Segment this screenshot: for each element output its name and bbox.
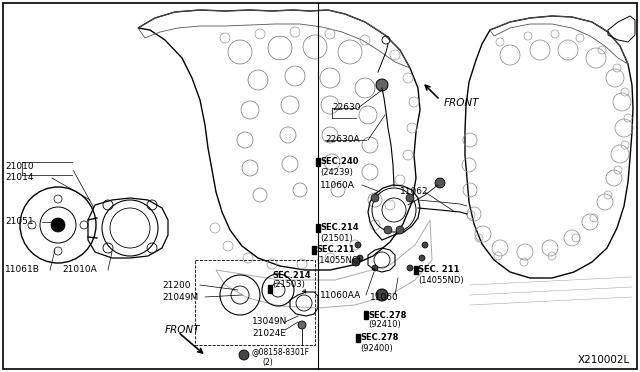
Bar <box>316 224 320 232</box>
Bar <box>268 285 272 293</box>
Text: 22630A: 22630A <box>325 135 360 144</box>
Text: 21049M: 21049M <box>162 292 198 301</box>
Circle shape <box>422 242 428 248</box>
Text: SEC.211: SEC.211 <box>316 246 355 254</box>
Circle shape <box>239 350 249 360</box>
Text: (21503): (21503) <box>272 280 305 289</box>
Text: (21501): (21501) <box>320 234 353 243</box>
Bar <box>364 311 368 319</box>
Circle shape <box>406 194 414 202</box>
Text: 13049N: 13049N <box>252 317 287 327</box>
Bar <box>195 260 315 345</box>
Circle shape <box>357 255 363 261</box>
Bar <box>356 334 360 342</box>
Circle shape <box>371 194 379 202</box>
Circle shape <box>51 218 65 232</box>
Text: 21024E: 21024E <box>252 330 286 339</box>
Bar <box>414 266 418 274</box>
Text: 11062: 11062 <box>400 187 429 196</box>
Text: (92410): (92410) <box>368 321 401 330</box>
Circle shape <box>298 321 306 329</box>
Text: 21010A: 21010A <box>62 266 97 275</box>
Circle shape <box>376 79 388 91</box>
Circle shape <box>419 255 425 261</box>
Text: 21010: 21010 <box>5 162 34 171</box>
Text: SEC. 211: SEC. 211 <box>418 266 460 275</box>
Text: (2): (2) <box>262 357 273 366</box>
Text: @08158-8301F: @08158-8301F <box>252 347 310 356</box>
Text: SEC.278: SEC.278 <box>368 311 406 320</box>
Circle shape <box>352 258 360 266</box>
Text: 21014: 21014 <box>5 173 33 183</box>
Text: 11060A: 11060A <box>320 180 355 189</box>
Text: SEC.278: SEC.278 <box>360 334 398 343</box>
Circle shape <box>376 289 388 301</box>
Circle shape <box>396 226 404 234</box>
Circle shape <box>384 226 392 234</box>
Bar <box>312 246 316 254</box>
Text: 21200: 21200 <box>162 280 191 289</box>
Circle shape <box>407 265 413 271</box>
Text: (14055NC): (14055NC) <box>316 256 361 264</box>
Text: FRONT: FRONT <box>444 98 479 108</box>
Bar <box>316 158 320 166</box>
Circle shape <box>355 242 361 248</box>
Text: X210002L: X210002L <box>578 355 630 365</box>
Circle shape <box>372 265 378 271</box>
Text: SEC.214: SEC.214 <box>320 224 358 232</box>
Text: 21051: 21051 <box>5 218 34 227</box>
Text: SEC.214: SEC.214 <box>272 270 310 279</box>
Text: 22630: 22630 <box>332 103 360 112</box>
Text: (92400): (92400) <box>360 343 393 353</box>
Text: (24239): (24239) <box>320 167 353 176</box>
Text: 11061B: 11061B <box>5 266 40 275</box>
Text: (14055ND): (14055ND) <box>418 276 463 285</box>
Text: 11060AA: 11060AA <box>320 291 361 299</box>
Text: FRONT: FRONT <box>165 325 200 335</box>
Circle shape <box>435 178 445 188</box>
Text: 11060: 11060 <box>370 294 399 302</box>
Text: SEC.240: SEC.240 <box>320 157 358 167</box>
